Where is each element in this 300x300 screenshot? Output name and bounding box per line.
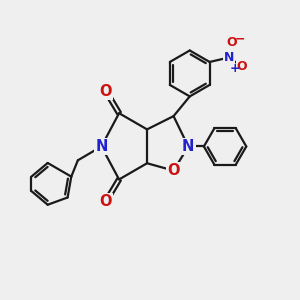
Text: O: O — [237, 60, 247, 73]
Text: N: N — [224, 51, 234, 64]
Text: +: + — [230, 62, 241, 75]
Text: O: O — [167, 163, 180, 178]
Text: N: N — [182, 139, 194, 154]
Text: −: − — [235, 33, 245, 46]
Text: O: O — [226, 36, 237, 49]
Text: O: O — [100, 194, 112, 209]
Text: N: N — [95, 139, 108, 154]
Text: O: O — [100, 84, 112, 99]
